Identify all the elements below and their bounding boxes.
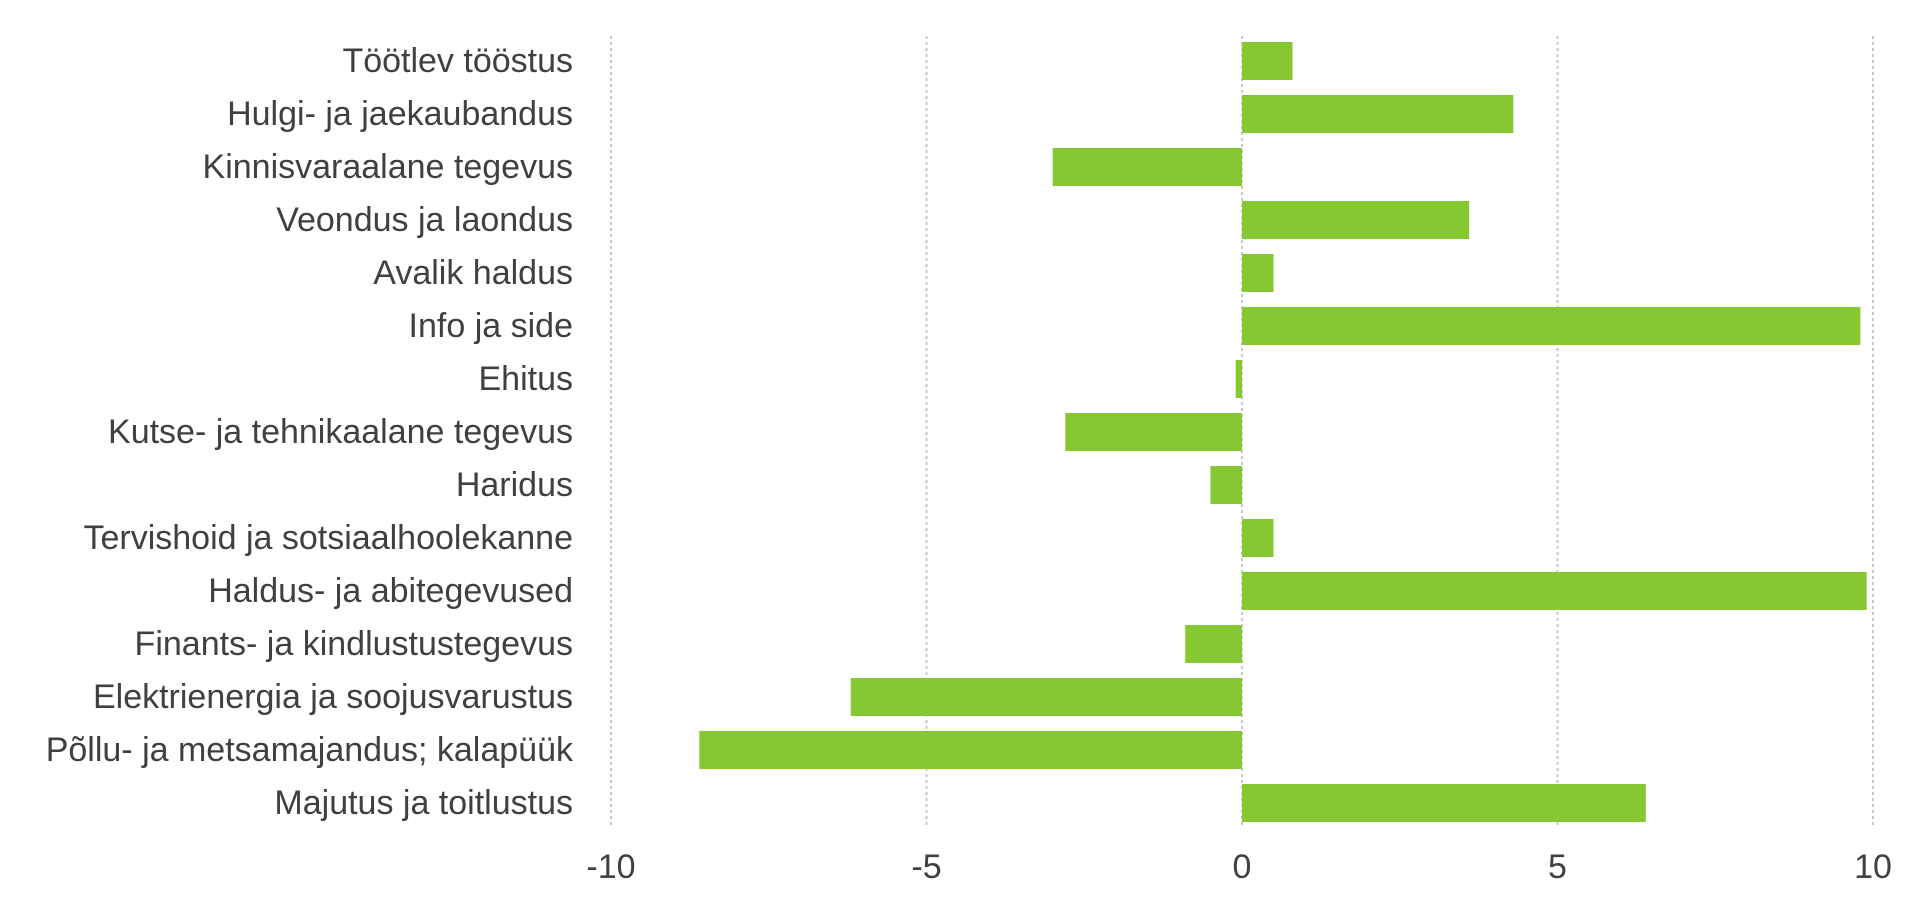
bar [699,731,1242,769]
bar [1242,784,1646,822]
bar [1185,625,1242,663]
x-tick-label: 5 [1548,848,1567,886]
bar [850,678,1242,716]
category-label: Tervishoid ja sotsiaalhoolekanne [83,519,573,557]
x-tick-label: -5 [911,848,941,886]
category-label: Põllu- ja metsamajandus; kalapüük [46,731,574,769]
category-label: Info ja side [409,307,573,345]
bar [1242,42,1293,80]
category-label: Veondus ja laondus [276,201,573,239]
bar [1242,572,1867,610]
category-label: Avalik haldus [373,254,573,292]
category-label: Kinnisvaraalane tegevus [203,148,573,186]
category-label: Majutus ja toitlustus [274,784,573,822]
category-label: Haridus [456,466,573,504]
bar [1210,466,1242,504]
category-label: Hulgi- ja jaekaubandus [227,95,573,133]
category-label: Töötlev tööstus [342,42,573,80]
bar [1242,201,1470,239]
x-tick-labels: -10 -5 0 5 10 [586,848,1891,886]
category-label: Kutse- ja tehnikaalane tegevus [108,413,573,451]
bar [1242,254,1274,292]
category-labels: Töötlev tööstus Hulgi- ja jaekaubandus Kin… [46,42,574,822]
bars [699,42,1867,822]
bar [1242,307,1861,345]
category-label: Finants- ja kindlustustegevus [135,625,573,663]
bar [1242,519,1274,557]
category-label: Elektrienergia ja soojusvarustus [93,678,573,716]
x-tick-label: 0 [1233,848,1252,886]
bar [1235,360,1242,398]
bar [1065,413,1242,451]
x-tick-label: 10 [1854,848,1892,886]
bar [1242,95,1514,133]
x-tick-label: -10 [586,848,635,886]
category-label: Ehitus [479,360,574,398]
bar [1052,148,1242,186]
category-label: Haldus- ja abitegevused [208,572,573,610]
